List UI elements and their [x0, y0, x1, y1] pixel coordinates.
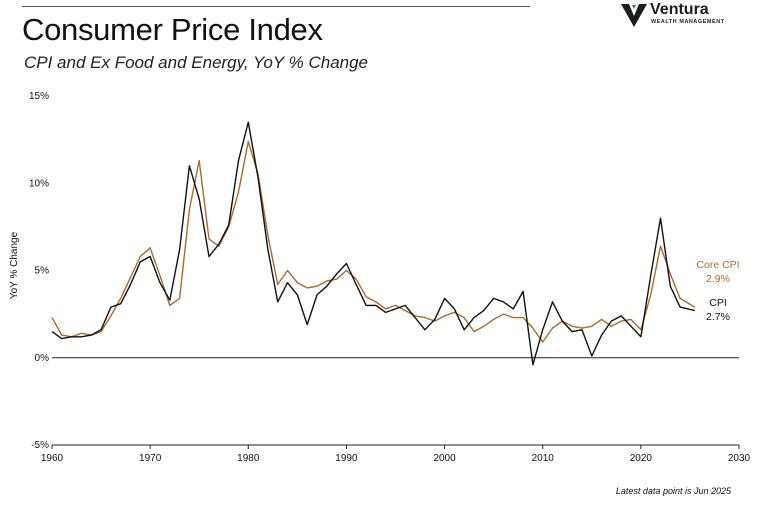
x-tick-label: 1990 — [335, 453, 358, 464]
y-tick-label: -5% — [31, 440, 49, 451]
y-tick-label: 10% — [29, 178, 49, 189]
ventura-v-icon — [621, 4, 647, 27]
series-label-cpi: CPI — [709, 297, 727, 309]
series-line-core-cpi — [51, 140, 696, 343]
chart-subtitle: CPI and Ex Food and Energy, YoY % Change — [24, 53, 369, 72]
logo-tagline: WEALTH MANAGEMENT — [651, 19, 725, 25]
y-tick-label: 0% — [35, 353, 50, 364]
chart-title: Consumer Price Index — [22, 12, 323, 47]
x-tick-label: 1970 — [139, 453, 162, 464]
latest-data-note: Latest data point is Jun 2025 — [615, 486, 731, 496]
ventura-logo: Ventura WEALTH MANAGEMENT — [620, 1, 750, 28]
y-tick-label: 5% — [35, 266, 50, 277]
x-tick-label: 2010 — [532, 453, 555, 464]
series-label-core-cpi: Core CPI — [696, 259, 739, 271]
y-tick-label: 15% — [29, 91, 49, 102]
series-line-cpi — [51, 121, 695, 366]
top-rule — [22, 6, 530, 7]
y-axis-label: YoY % Change — [9, 231, 20, 299]
x-tick-label: 2030 — [728, 453, 751, 464]
x-tick-label: 2000 — [433, 453, 456, 464]
x-tick-label: 2020 — [630, 453, 653, 464]
series-value-core-cpi: 2.9% — [706, 273, 730, 285]
x-tick-label: 1960 — [41, 453, 64, 464]
series-value-cpi: 2.7% — [706, 311, 730, 323]
logo-name: Ventura — [650, 1, 709, 18]
x-tick-label: 1980 — [237, 453, 260, 464]
